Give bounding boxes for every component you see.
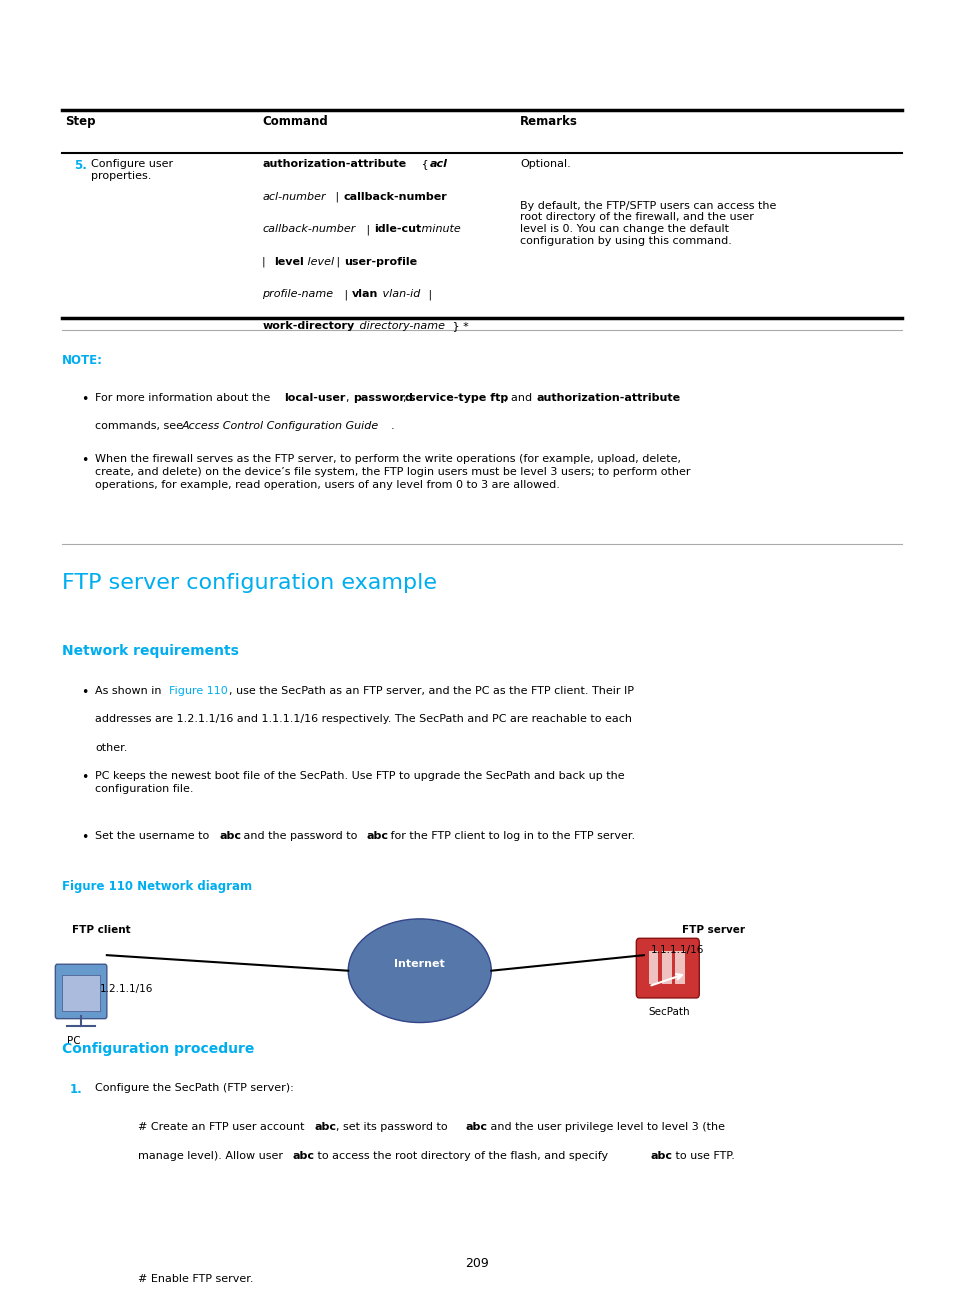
Text: abc: abc	[219, 831, 241, 841]
Ellipse shape	[457, 941, 480, 960]
Text: Figure 110: Figure 110	[169, 686, 228, 696]
Text: minute: minute	[417, 224, 460, 235]
Text: When the firewall serves as the FTP server, to perform the write operations (for: When the firewall serves as the FTP serv…	[95, 454, 690, 490]
Text: Set the username to: Set the username to	[95, 831, 213, 841]
Text: FTP server configuration example: FTP server configuration example	[62, 573, 436, 592]
Text: level: level	[304, 257, 335, 267]
Text: and the password to: and the password to	[240, 831, 361, 841]
Text: Configure the SecPath (FTP server):: Configure the SecPath (FTP server):	[95, 1083, 294, 1094]
Text: SecPath: SecPath	[648, 1007, 690, 1017]
Text: |: |	[340, 289, 351, 299]
Text: 1.: 1.	[70, 1083, 82, 1096]
Text: Figure 110 Network diagram: Figure 110 Network diagram	[62, 880, 252, 893]
Text: and the user privilege level to level 3 (the: and the user privilege level to level 3 …	[486, 1122, 723, 1133]
Text: {: {	[417, 159, 432, 170]
Text: authorization-attribute: authorization-attribute	[536, 393, 679, 403]
Text: •: •	[81, 771, 89, 784]
Text: addresses are 1.2.1.1/16 and 1.1.1.1/16 respectively. The SecPath and PC are rea: addresses are 1.2.1.1/16 and 1.1.1.1/16 …	[95, 714, 632, 724]
Text: acl: acl	[430, 159, 448, 170]
Text: vlan-id: vlan-id	[378, 289, 419, 299]
Text: PC keeps the newest boot file of the SecPath. Use FTP to upgrade the SecPath and: PC keeps the newest boot file of the Sec…	[95, 771, 624, 794]
Text: FTP server: FTP server	[681, 925, 744, 936]
Text: abc: abc	[293, 1151, 314, 1161]
Text: Optional.: Optional.	[519, 159, 570, 170]
Text: Internet: Internet	[394, 959, 445, 969]
Text: NOTE:: NOTE:	[62, 354, 103, 367]
Text: 1.1.1.1/16: 1.1.1.1/16	[650, 945, 703, 955]
FancyBboxPatch shape	[675, 951, 684, 984]
Text: Remarks: Remarks	[519, 115, 578, 128]
Text: |: |	[332, 192, 342, 202]
FancyBboxPatch shape	[648, 951, 658, 984]
Text: 209: 209	[465, 1257, 488, 1270]
FancyBboxPatch shape	[636, 938, 699, 998]
Ellipse shape	[358, 941, 381, 960]
Text: idle-cut: idle-cut	[374, 224, 421, 235]
Ellipse shape	[348, 919, 491, 1023]
Text: abc: abc	[314, 1122, 336, 1133]
Text: 5.: 5.	[74, 159, 87, 172]
Text: commands, see: commands, see	[95, 421, 187, 432]
Text: PC: PC	[67, 1036, 80, 1046]
Text: •: •	[81, 454, 89, 467]
Text: other.: other.	[95, 743, 128, 753]
Text: Step: Step	[65, 115, 95, 128]
Text: vlan: vlan	[352, 289, 378, 299]
Text: user-profile: user-profile	[344, 257, 417, 267]
Text: to use FTP.: to use FTP.	[671, 1151, 734, 1161]
Text: As shown in: As shown in	[95, 686, 165, 696]
Ellipse shape	[383, 1001, 398, 1013]
Text: |: |	[262, 257, 269, 267]
Text: Command: Command	[262, 115, 328, 128]
Text: •: •	[81, 686, 89, 699]
Text: Network requirements: Network requirements	[62, 644, 238, 658]
Text: to access the root directory of the flash, and specify: to access the root directory of the flas…	[314, 1151, 611, 1161]
Text: manage level). Allow user: manage level). Allow user	[138, 1151, 287, 1161]
Text: abc: abc	[366, 831, 388, 841]
Text: # Create an FTP user account: # Create an FTP user account	[138, 1122, 308, 1133]
Text: |: |	[425, 289, 432, 299]
Text: service-type ftp: service-type ftp	[409, 393, 508, 403]
Text: authorization-attribute: authorization-attribute	[262, 159, 406, 170]
Text: work-directory: work-directory	[262, 321, 355, 332]
Text: |: |	[333, 257, 343, 267]
Text: Configuration procedure: Configuration procedure	[62, 1042, 254, 1056]
Text: ,: ,	[346, 393, 353, 403]
Text: •: •	[81, 393, 89, 406]
Text: By default, the FTP/SFTP users can access the
root directory of the firewall, an: By default, the FTP/SFTP users can acces…	[519, 201, 776, 246]
Text: , use the SecPath as an FTP server, and the PC as the FTP client. Their IP: , use the SecPath as an FTP server, and …	[229, 686, 634, 696]
Ellipse shape	[381, 927, 400, 943]
Text: , set its password to: , set its password to	[335, 1122, 451, 1133]
Text: |: |	[362, 224, 373, 235]
Text: For more information about the: For more information about the	[95, 393, 274, 403]
Ellipse shape	[438, 927, 457, 943]
Text: callback-number: callback-number	[343, 192, 447, 202]
Text: abc: abc	[650, 1151, 672, 1161]
FancyBboxPatch shape	[661, 951, 671, 984]
Text: Access Control Configuration Guide: Access Control Configuration Guide	[181, 421, 378, 432]
Text: , and: , and	[503, 393, 535, 403]
Text: .: .	[391, 421, 395, 432]
Text: directory-name: directory-name	[355, 321, 444, 332]
Text: password: password	[353, 393, 413, 403]
FancyBboxPatch shape	[55, 964, 107, 1019]
Text: Configure user
properties.: Configure user properties.	[91, 159, 172, 181]
Text: for the FTP client to log in to the FTP server.: for the FTP client to log in to the FTP …	[387, 831, 635, 841]
Text: •: •	[81, 831, 89, 844]
Ellipse shape	[459, 984, 478, 999]
Ellipse shape	[358, 978, 374, 991]
Ellipse shape	[440, 1001, 456, 1013]
Text: level: level	[274, 257, 303, 267]
Text: local-user: local-user	[284, 393, 345, 403]
Text: 1.2.1.1/16: 1.2.1.1/16	[100, 984, 153, 994]
FancyBboxPatch shape	[62, 975, 100, 1011]
Text: # Enable FTP server.: # Enable FTP server.	[138, 1274, 253, 1284]
Text: } *: } *	[449, 321, 469, 332]
Text: ,: ,	[402, 393, 409, 403]
Text: callback-number: callback-number	[262, 224, 355, 235]
Text: acl-number: acl-number	[262, 192, 326, 202]
Text: abc: abc	[465, 1122, 487, 1133]
Text: profile-name: profile-name	[262, 289, 334, 299]
Text: FTP client: FTP client	[71, 925, 130, 936]
